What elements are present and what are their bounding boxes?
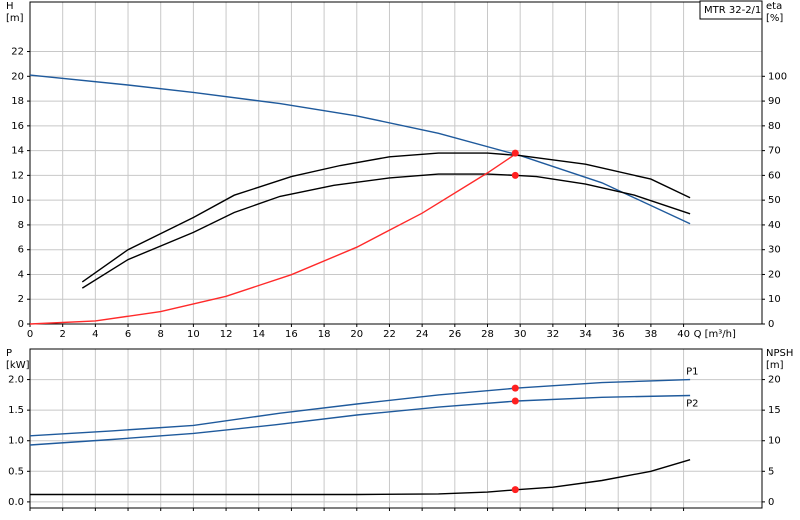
x-tick-label: 26 bbox=[448, 329, 461, 340]
y-tick-label: 0.0 bbox=[8, 497, 24, 508]
line-series bbox=[29, 394, 691, 446]
line-series bbox=[29, 378, 691, 437]
y2-tick-label: 50 bbox=[768, 195, 781, 206]
y2-tick-label: 5 bbox=[768, 466, 774, 477]
plot-frame bbox=[29, 1, 763, 325]
y2-tick-label: 60 bbox=[768, 170, 781, 181]
x-tick-label: 4 bbox=[92, 329, 98, 340]
x-tick-label: 24 bbox=[416, 329, 429, 340]
x-tick-label: 28 bbox=[481, 329, 494, 340]
y-tick-label: 0 bbox=[18, 319, 24, 330]
x-tick-label: 8 bbox=[158, 329, 164, 340]
y-tick-label: 14 bbox=[11, 146, 24, 157]
y-axis-unit: [kW] bbox=[6, 360, 30, 371]
x-tick-label: 20 bbox=[350, 329, 363, 340]
x-tick-label: 2 bbox=[59, 329, 65, 340]
line-series bbox=[81, 152, 691, 283]
x-tick-label: 18 bbox=[318, 329, 331, 340]
title-box bbox=[699, 0, 763, 20]
y2-tick-label: 15 bbox=[768, 405, 781, 416]
operating-point bbox=[511, 397, 519, 405]
y2-tick-label: 0 bbox=[768, 497, 774, 508]
y2-axis-unit: [m] bbox=[766, 360, 784, 371]
y-tick-label: 2.0 bbox=[8, 375, 24, 386]
y-tick-label: 8 bbox=[18, 220, 24, 231]
x-tick-label: 30 bbox=[514, 329, 527, 340]
x-tick-label: 10 bbox=[187, 329, 200, 340]
x-tick-label: 22 bbox=[383, 329, 396, 340]
chart-title: MTR 32-2/1 bbox=[704, 5, 761, 16]
y-tick-label: 16 bbox=[11, 121, 24, 132]
y-axis-label: H bbox=[6, 1, 14, 12]
y-tick-label: 6 bbox=[18, 245, 24, 256]
y2-tick-label: 90 bbox=[768, 96, 781, 107]
x-tick-label: 6 bbox=[125, 329, 131, 340]
plot-frame bbox=[29, 348, 763, 509]
y-axis-label: P bbox=[6, 348, 12, 359]
y-tick-label: 4 bbox=[18, 269, 24, 280]
y-tick-label: 12 bbox=[11, 170, 24, 181]
y2-axis-label: NPSH bbox=[766, 348, 793, 359]
y2-tick-label: 10 bbox=[768, 294, 781, 305]
y2-tick-label: 80 bbox=[768, 121, 781, 132]
operating-point bbox=[511, 486, 519, 494]
y2-tick-label: 40 bbox=[768, 220, 781, 231]
x-tick-label: 38 bbox=[645, 329, 658, 340]
y2-axis-label: eta bbox=[766, 1, 782, 12]
x-tick-label: 34 bbox=[579, 329, 592, 340]
y-tick-label: 18 bbox=[11, 96, 24, 107]
y2-tick-label: 10 bbox=[768, 436, 781, 447]
x-tick-label: 14 bbox=[252, 329, 265, 340]
y2-tick-label: 100 bbox=[768, 71, 787, 82]
y-tick-label: 10 bbox=[11, 195, 24, 206]
y2-tick-label: 70 bbox=[768, 146, 781, 157]
operating-point bbox=[511, 171, 519, 179]
y-tick-label: 22 bbox=[11, 47, 24, 58]
operating-point bbox=[511, 149, 519, 157]
line-series bbox=[81, 173, 691, 289]
y2-tick-label: 30 bbox=[768, 245, 781, 256]
series-label: P1 bbox=[686, 367, 698, 378]
y2-tick-label: 20 bbox=[768, 375, 781, 386]
x-tick-label: 36 bbox=[612, 329, 625, 340]
line-series bbox=[29, 152, 518, 325]
y-tick-label: 0.5 bbox=[8, 466, 24, 477]
x-tick-label: 32 bbox=[546, 329, 559, 340]
y2-tick-label: 20 bbox=[768, 269, 781, 280]
series-label: P2 bbox=[686, 398, 698, 409]
y2-tick-label: 0 bbox=[768, 319, 774, 330]
operating-point bbox=[511, 384, 519, 392]
line-series bbox=[30, 459, 691, 496]
y-tick-label: 1.0 bbox=[8, 436, 24, 447]
x-tick-label: 40 bbox=[677, 329, 690, 340]
x-axis-label: Q [m³/h] bbox=[694, 329, 736, 340]
line-series bbox=[29, 74, 691, 225]
x-tick-label: 16 bbox=[285, 329, 298, 340]
y-tick-label: 20 bbox=[11, 71, 24, 82]
y2-axis-unit: [%] bbox=[766, 13, 783, 24]
y-tick-label: 1.5 bbox=[8, 405, 24, 416]
x-tick-label: 0 bbox=[27, 329, 33, 340]
y-axis-unit: [m] bbox=[6, 13, 24, 24]
y-tick-label: 2 bbox=[18, 294, 24, 305]
x-tick-label: 12 bbox=[220, 329, 233, 340]
